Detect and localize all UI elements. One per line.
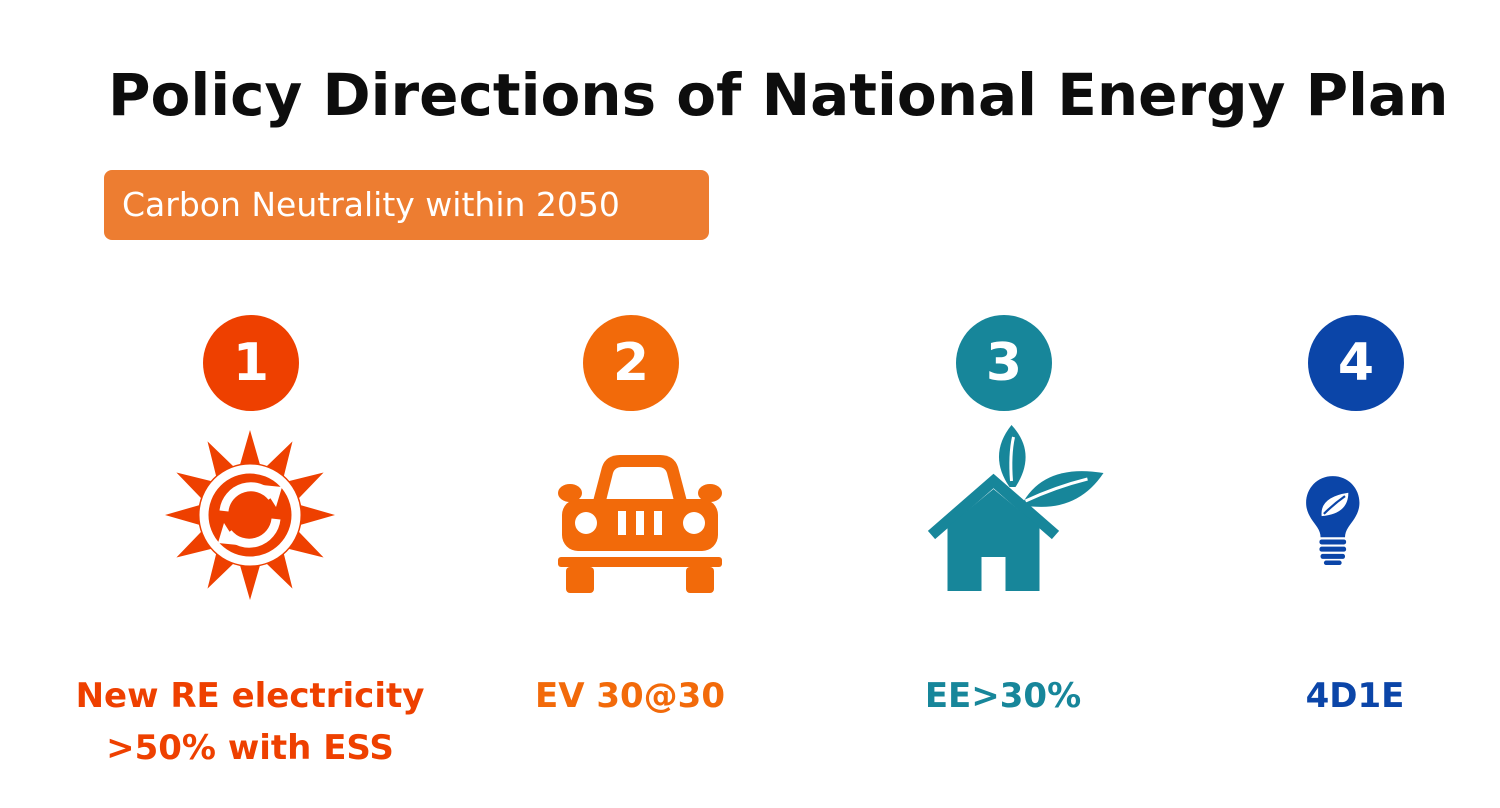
pillar-label-4-line1: 4D1E	[1305, 676, 1405, 716]
pillar-ev: 2 EV 30@30	[450, 315, 810, 785]
sun-renewable-icon	[165, 430, 335, 600]
pillar-label-2-line1: EV 30@30	[534, 676, 725, 716]
carbon-neutrality-banner: Carbon Neutrality within 2050	[104, 170, 709, 240]
car-icon	[558, 455, 722, 593]
pillar-label-3: EE>30%	[803, 670, 1203, 722]
title-area: Policy Directions of National Energy Pla…	[0, 52, 1500, 142]
pillar-label-4: 4D1E	[1155, 670, 1500, 722]
leaf-lightbulb-icon	[1306, 476, 1360, 565]
pillar-4d1e: 4 4D1E	[1175, 315, 1500, 785]
pillar-label-2: EV 30@30	[430, 670, 830, 722]
eco-house-icon	[927, 425, 1104, 591]
pillar-renewable-energy: 1 New RE electricity >50% with ESS	[70, 315, 430, 785]
number-badge-4: 4	[1308, 315, 1404, 411]
pillar-label-1-line2: >50% with ESS	[106, 728, 394, 768]
pillar-label-1-line1: New RE electricity	[75, 676, 425, 716]
number-badge-1: 1	[203, 315, 299, 411]
number-badge-2: 2	[583, 315, 679, 411]
number-badge-3: 3	[956, 315, 1052, 411]
banner-text: Carbon Neutrality within 2050	[122, 185, 620, 224]
pillar-label-1: New RE electricity >50% with ESS	[50, 670, 450, 774]
pillar-label-3-line1: EE>30%	[924, 676, 1082, 716]
pillar-energy-efficiency: 3 EE>30%	[823, 315, 1183, 785]
page-title: Policy Directions of National Energy Pla…	[108, 61, 1449, 129]
